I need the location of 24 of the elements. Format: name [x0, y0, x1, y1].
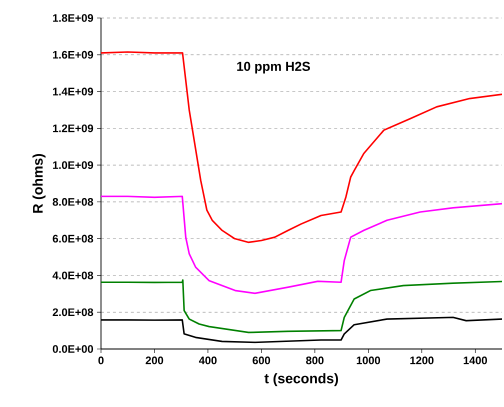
- line-series: [101, 51, 502, 244]
- x-tick-label: 600: [252, 356, 270, 364]
- x-axis-title: t (seconds): [264, 373, 338, 386]
- y-tick-label: 1.6E+09: [53, 50, 94, 59]
- y-tick-label: 6.0E+08: [52, 234, 94, 243]
- y-tick-label: 1.8E+09: [53, 14, 94, 22]
- x-tick-label: 0: [98, 356, 104, 364]
- y-tick-label: 1.0E+09: [53, 161, 94, 169]
- x-tick-label: 1000: [356, 356, 380, 364]
- x-tick-label: 400: [198, 356, 217, 364]
- x-tick-label: 1200: [410, 356, 434, 364]
- line-series: [101, 196, 502, 294]
- y-tick-label: 0.0E+00: [52, 345, 94, 353]
- y-tick-label: 8.0E+08: [52, 198, 94, 206]
- x-tick-label: 800: [306, 356, 324, 364]
- y-tick-label: 1.2E+09: [53, 124, 94, 132]
- annotation: 10 ppm H2S: [237, 62, 310, 74]
- line-series: [101, 279, 502, 334]
- y-tick-label: 4.0E+08: [52, 272, 94, 280]
- y-tick-label: 2.0E+08: [52, 308, 94, 316]
- y-axis-title: R (ohms): [32, 154, 46, 213]
- y-tick-label: 1.4E+09: [53, 88, 94, 96]
- x-tick-label: 1400: [464, 356, 487, 364]
- x-tick-label: 200: [146, 356, 164, 364]
